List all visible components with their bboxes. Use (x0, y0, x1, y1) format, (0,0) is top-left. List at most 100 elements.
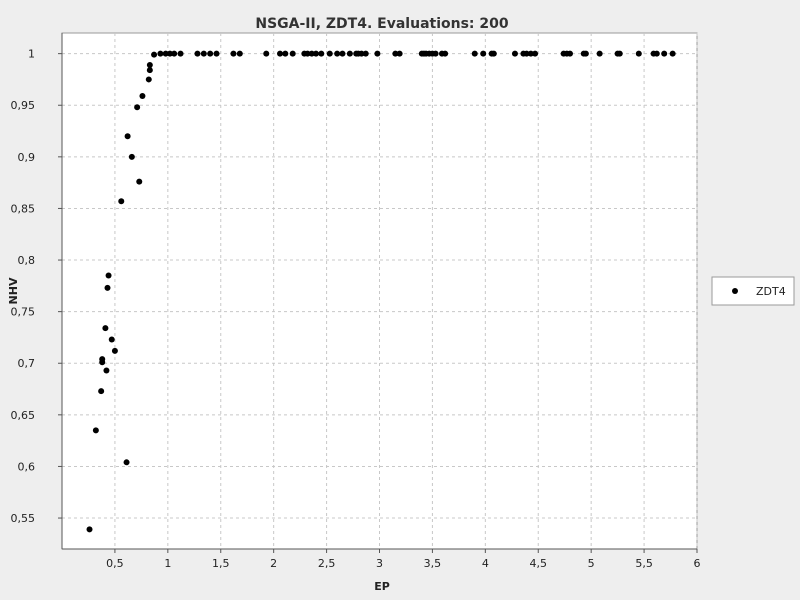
x-tick-label: 4 (482, 557, 489, 570)
data-point (124, 133, 131, 140)
data-point (304, 50, 311, 57)
x-tick-label: 1 (164, 557, 171, 570)
data-point (103, 367, 110, 374)
data-point (230, 50, 237, 57)
data-point (146, 67, 153, 74)
data-point (108, 336, 115, 343)
data-point (194, 50, 201, 57)
data-point (318, 50, 325, 57)
data-point (582, 50, 589, 57)
x-tick-label: 2 (270, 557, 277, 570)
y-tick-label: 0,6 (18, 460, 36, 473)
data-point (511, 50, 518, 57)
data-point (200, 50, 207, 57)
data-point (171, 50, 178, 57)
data-point (596, 50, 603, 57)
data-point (289, 50, 296, 57)
data-point (480, 50, 487, 57)
y-tick-label: 0,65 (11, 409, 36, 422)
data-point (118, 198, 125, 205)
data-point (661, 50, 668, 57)
y-tick-label: 0,8 (18, 254, 36, 267)
x-tick-label: 3,5 (424, 557, 442, 570)
data-point (326, 50, 333, 57)
data-point (177, 50, 184, 57)
data-point (308, 50, 315, 57)
data-point (635, 50, 642, 57)
data-point (616, 50, 623, 57)
x-tick-label: 6 (694, 557, 701, 570)
data-point (213, 50, 220, 57)
data-point (134, 104, 141, 111)
x-tick-label: 4,5 (530, 557, 548, 570)
x-ticks: 0,5 1 1,5 2 2,5 3 3,5 4 4,5 5 5,5 6 (106, 549, 701, 570)
x-tick-label: 2,5 (318, 557, 336, 570)
x-tick-label: 0,5 (106, 557, 124, 570)
data-point (136, 178, 143, 185)
x-axis-label: EP (374, 580, 390, 593)
data-point (346, 50, 353, 57)
legend-box (711, 276, 795, 306)
data-point (432, 50, 439, 57)
y-tick-label: 0,7 (18, 357, 36, 370)
grid-lines (62, 33, 698, 549)
x-tick-label: 5 (588, 557, 595, 570)
y-axis-label: NHV (7, 277, 20, 304)
data-point (282, 50, 289, 57)
y-tick-label: 0,85 (11, 202, 36, 215)
data-point (123, 459, 130, 466)
data-point (313, 50, 319, 57)
data-point (396, 50, 403, 57)
data-point (145, 76, 152, 83)
data-point (334, 50, 341, 57)
legend-label-zdt4: ZDT4 (756, 285, 786, 298)
y-tick-label: 1 (28, 48, 35, 61)
y-tick-label: 0,55 (11, 512, 36, 525)
data-point (358, 50, 365, 57)
data-point (362, 50, 369, 57)
data-point (471, 50, 478, 57)
y-tick-label: 0,9 (18, 151, 36, 164)
data-point (139, 92, 146, 99)
data-point (277, 50, 284, 57)
data-point (669, 50, 676, 57)
x-tick-label: 1,5 (212, 557, 230, 570)
legend-marker (732, 288, 738, 294)
y-tick-label: 0,95 (11, 99, 36, 112)
data-point (567, 50, 573, 57)
data-point (98, 388, 105, 395)
data-point (105, 272, 112, 279)
data-point (99, 356, 106, 363)
data-point (166, 50, 173, 57)
data-point (442, 50, 449, 57)
data-point (523, 50, 530, 57)
data-point (151, 51, 158, 58)
x-tick-label: 5,5 (635, 557, 653, 570)
chart-title: NSGA-II, ZDT4. Evaluations: 200 (255, 16, 509, 32)
data-point (162, 50, 169, 57)
data-point (263, 50, 270, 57)
data-point (104, 284, 111, 291)
y-ticks: 0,55 0,6 0,65 0,7 0,75 0,8 0,85 0,9 0,95 1 (11, 48, 62, 525)
legend: ZDT4 (711, 276, 795, 306)
data-point (527, 50, 534, 57)
data-point (532, 50, 539, 57)
data-point (653, 50, 660, 57)
data-point (111, 347, 118, 354)
data-point (374, 50, 381, 57)
data-point (157, 50, 164, 57)
data-points (86, 50, 676, 533)
data-point (128, 153, 135, 160)
data-point (236, 50, 243, 57)
data-point (86, 526, 93, 533)
data-point (490, 50, 497, 57)
data-point (92, 427, 99, 434)
data-point (146, 61, 153, 68)
x-tick-label: 3 (376, 557, 383, 570)
data-point (339, 50, 346, 57)
data-point (392, 50, 399, 57)
data-point (102, 325, 109, 332)
data-point (207, 50, 214, 57)
